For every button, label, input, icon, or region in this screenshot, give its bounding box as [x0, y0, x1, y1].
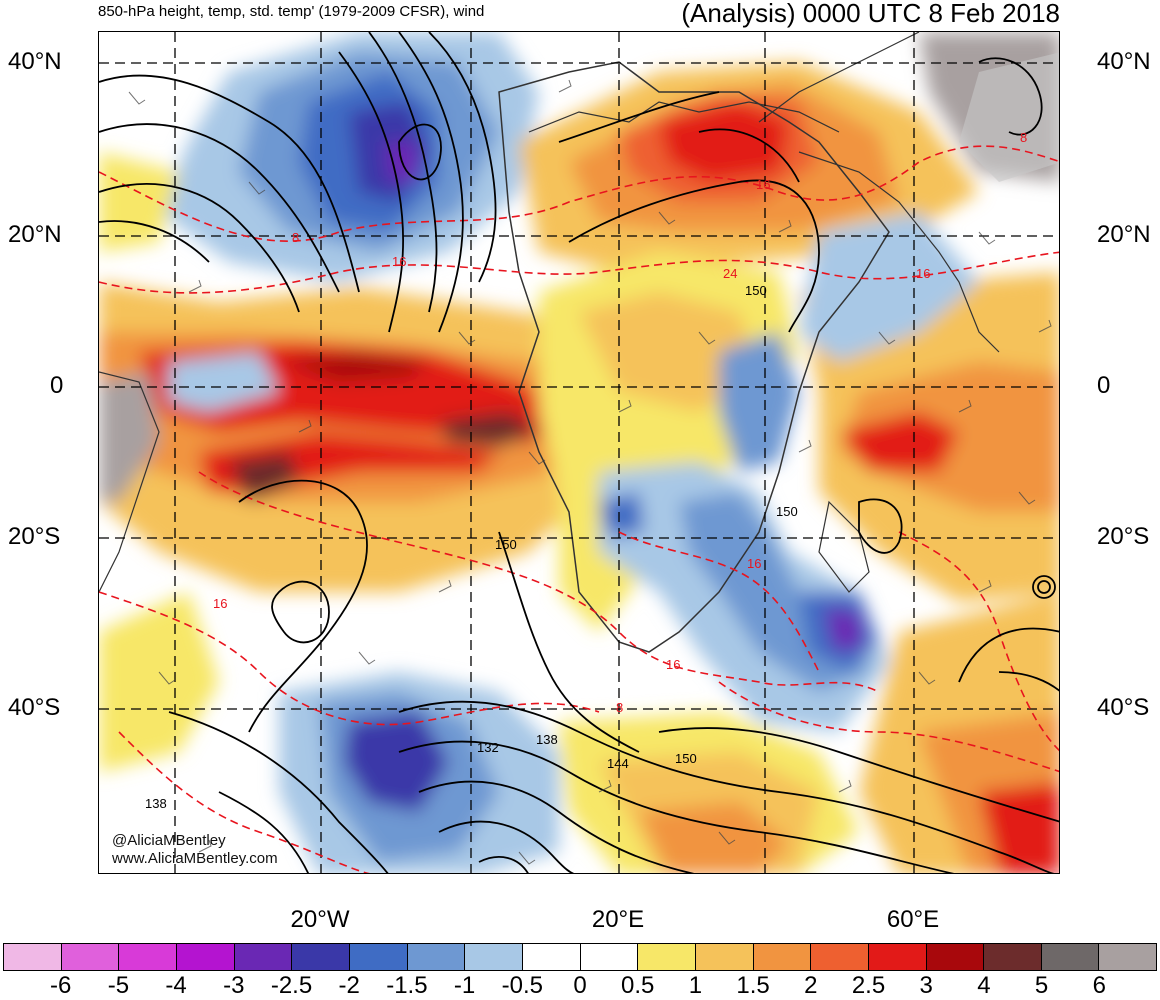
temp-label: 16	[666, 657, 680, 672]
temp-label: 16	[747, 556, 761, 571]
colorbar-swatch	[465, 944, 523, 970]
colorbar-swatch	[407, 944, 466, 970]
lon-label-20w: 20°W	[290, 906, 350, 933]
lat-label-20s-left: 20°S	[8, 523, 61, 550]
colorbar-tick-label: -4	[165, 972, 187, 999]
temp-label: 16	[213, 596, 227, 611]
colorbar-swatch	[926, 944, 985, 970]
lat-label-40n-right: 40°N	[1097, 48, 1151, 75]
height-label: 150	[745, 283, 767, 298]
weather-map: 150 150 150 132 138 144 150 138 8 16 16 …	[98, 31, 1060, 874]
colorbar-tick-label: -0.5	[501, 972, 543, 999]
lat-label-20s-right: 20°S	[1097, 523, 1150, 550]
colorbar-tick-label: -1	[453, 972, 476, 999]
colorbar-swatch	[811, 944, 869, 970]
colorbar-tick-label: 1	[688, 972, 703, 999]
colorbar-tick-label: 5	[1034, 972, 1049, 999]
colorbar-tick-label: 2	[804, 972, 818, 999]
colorbar-swatch	[1099, 944, 1157, 970]
credit-website: www.AliciaMBentley.com	[112, 850, 278, 867]
temp-label: 8	[292, 230, 299, 245]
colorbar-tick-label: 0	[573, 972, 587, 999]
colorbar	[3, 943, 1157, 971]
credit-handle: @AliciaMBentley	[112, 832, 226, 849]
colorbar-tick-label: 2.5	[851, 972, 886, 999]
colorbar-tick-label: 6	[1092, 972, 1106, 999]
colorbar-swatch	[638, 944, 696, 970]
colorbar-tick-label: -5	[107, 972, 130, 999]
temp-label: 24	[723, 266, 737, 281]
lat-label-40n-left: 40°N	[8, 48, 62, 75]
colorbar-swatch	[1041, 944, 1100, 970]
colorbar-swatch	[984, 944, 1042, 970]
height-label: 138	[145, 796, 167, 811]
lat-label-20n-right: 20°N	[1097, 221, 1151, 248]
lat-label-eq-left: 0	[50, 372, 64, 399]
colorbar-tick-label: 1.5	[736, 972, 770, 999]
colorbar-swatch	[61, 944, 120, 970]
height-label: 150	[776, 504, 798, 519]
colorbar-tick-label: 4	[977, 972, 991, 999]
arabia-coast	[798, 151, 1000, 353]
map-title-right: (Analysis) 0000 UTC 8 Feb 2018	[681, 0, 1060, 28]
colorbar-swatch	[580, 944, 639, 970]
temp-label: 16	[392, 254, 406, 269]
madagascar-coast	[818, 500, 870, 593]
africa-coastline	[498, 61, 890, 653]
colorbar-swatch	[4, 944, 62, 970]
mediterranean-coast	[528, 101, 840, 133]
height-label: 138	[536, 732, 558, 747]
lat-label-eq-right: 0	[1097, 372, 1111, 399]
south-america-coast	[99, 371, 160, 593]
lat-label-40s-left: 40°S	[8, 694, 61, 721]
europe-coast	[758, 32, 920, 123]
height-label: 150	[495, 537, 517, 552]
colorbar-swatch	[868, 944, 927, 970]
colorbar-tick-label: -6	[50, 972, 72, 999]
lat-label-40s-right: 40°S	[1097, 694, 1150, 721]
colorbar-swatch	[695, 944, 754, 970]
temp-label: 8	[1020, 130, 1027, 145]
colorbar-tick-label: -2.5	[270, 972, 313, 999]
lon-label-20e: 20°E	[591, 906, 645, 933]
temp-label: 8	[616, 700, 623, 715]
colorbar-tick-label: -3	[223, 972, 245, 999]
height-contours	[99, 32, 1059, 873]
colorbar-swatch	[522, 944, 581, 970]
colorbar-tick-label: -1.5	[386, 972, 428, 999]
contour-labels: 150 150 150 132 138 144 150 138 8 16 16 …	[145, 130, 1027, 811]
colorbar-swatch	[119, 944, 177, 970]
wind-barbs	[128, 79, 1052, 865]
colorbar-tick-label: 0.5	[621, 972, 655, 999]
height-label: 144	[607, 756, 629, 771]
colorbar-swatch	[176, 944, 235, 970]
map-svg: 150 150 150 132 138 144 150 138 8 16 16 …	[99, 32, 1059, 873]
land-masses	[99, 32, 1059, 653]
lat-label-20n-left: 20°N	[8, 221, 62, 248]
anomaly-shading	[99, 32, 1059, 873]
temp-label: 16	[756, 177, 770, 192]
colorbar-tick-label: 3	[919, 972, 933, 999]
height-label: 150	[675, 751, 697, 766]
map-title-left: 850-hPa height, temp, std. temp' (1979-2…	[98, 3, 485, 20]
colorbar-swatch	[753, 944, 812, 970]
colorbar-swatch	[292, 944, 350, 970]
temp-label: 16	[916, 266, 930, 281]
temperature-contours	[99, 145, 1059, 873]
colorbar-tick-label: -2	[338, 972, 360, 999]
grid-lines	[99, 32, 1059, 873]
height-label: 132	[477, 740, 499, 755]
colorbar-swatch	[349, 944, 408, 970]
colorbar-swatch	[234, 944, 293, 970]
lon-label-60e: 60°E	[886, 906, 940, 933]
